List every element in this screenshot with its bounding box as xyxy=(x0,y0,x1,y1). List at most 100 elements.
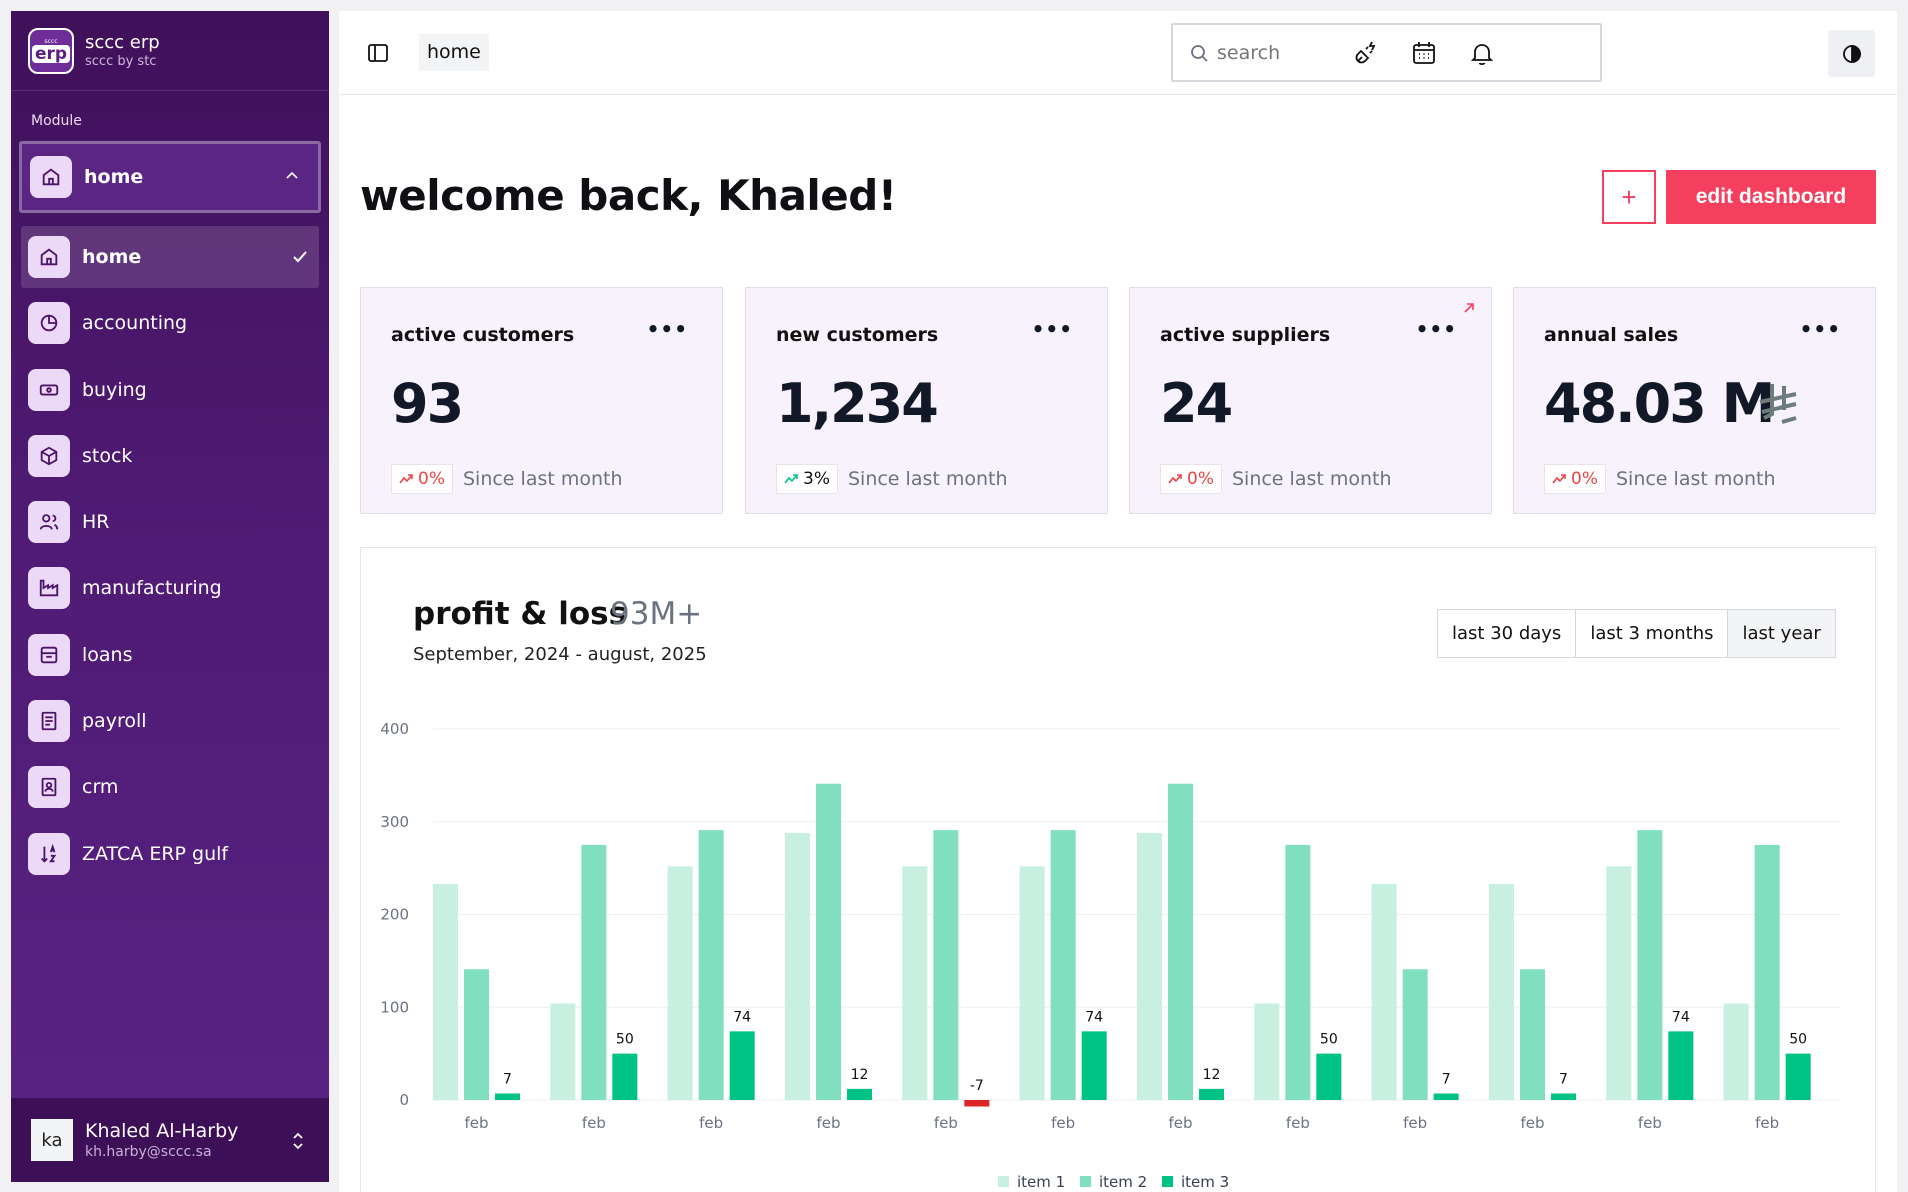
trend-icon xyxy=(399,474,413,484)
sidebar-item-zatca[interactable]: ZATCA ERP gulf xyxy=(21,823,319,885)
trend-badge: 0% xyxy=(1544,464,1606,494)
card-value: 1,234 xyxy=(776,372,939,435)
brand-subtitle: sccc by stc xyxy=(85,53,157,69)
user-menu[interactable]: ka Khaled Al-Harby kh.harby@sccc.sa xyxy=(11,1098,329,1182)
stat-card-active-suppliers[interactable]: active suppliers ••• 24 0% Since last mo… xyxy=(1129,287,1492,514)
bar-item-1 xyxy=(1019,866,1045,1100)
legend-label: item 2 xyxy=(1099,1173,1147,1191)
trend-value: 0% xyxy=(1571,469,1598,489)
legend-swatch xyxy=(1080,1176,1091,1187)
data-label: 74 xyxy=(733,1009,751,1025)
sidebar-item-label: home xyxy=(82,246,142,268)
bar-item-2 xyxy=(1168,783,1193,1100)
card-title: active suppliers xyxy=(1160,324,1331,346)
bar-item-2 xyxy=(1402,969,1428,1100)
stat-card-annual-sales[interactable]: annual sales ••• 48.03 M 0% Since last m… xyxy=(1513,287,1876,514)
bar-item-3 xyxy=(964,1100,990,1107)
filter-last-year[interactable]: last year xyxy=(1728,610,1835,657)
chevron-up-icon xyxy=(286,171,298,179)
arrow-up-right-icon[interactable] xyxy=(1461,300,1477,316)
data-label: -7 xyxy=(970,1078,984,1094)
data-label: 12 xyxy=(851,1067,869,1083)
search-box[interactable] xyxy=(1171,23,1602,82)
chart-total: 93M+ xyxy=(610,596,703,632)
sidebar: sccc erp sccc erp sccc by stc Module hom… xyxy=(11,11,329,1182)
stat-card-active-customers[interactable]: active customers ••• 93 0% Since last mo… xyxy=(360,287,723,514)
receipt-icon xyxy=(28,700,70,743)
sidebar-toggle-icon[interactable] xyxy=(367,42,389,64)
search-input[interactable] xyxy=(1217,41,1597,64)
theme-toggle-button[interactable] xyxy=(1828,30,1875,77)
check-icon xyxy=(293,251,307,263)
data-label: 12 xyxy=(1203,1067,1221,1083)
bar-item-3 xyxy=(1199,1088,1224,1100)
more-icon[interactable]: ••• xyxy=(1415,317,1457,341)
bar-item-2 xyxy=(1637,830,1663,1100)
legend-swatch xyxy=(1162,1176,1173,1187)
data-label: 7 xyxy=(503,1072,512,1088)
sidebar-item-stock[interactable]: stock xyxy=(21,425,319,487)
data-label: 7 xyxy=(1442,1072,1451,1088)
since-label: Since last month xyxy=(847,468,1008,490)
profit-loss-panel: profit & loss 93M+ September, 2024 - aug… xyxy=(360,547,1876,1192)
sidebar-item-loans[interactable]: loans xyxy=(21,624,319,686)
add-widget-button[interactable]: + xyxy=(1602,170,1656,224)
trend-value: 0% xyxy=(1187,469,1214,489)
home-icon xyxy=(30,156,72,198)
brand[interactable]: sccc erp sccc erp sccc by stc xyxy=(11,11,329,91)
bar-item-2 xyxy=(1285,844,1311,1100)
trend-icon xyxy=(1552,474,1566,484)
module-select[interactable]: home xyxy=(19,141,321,213)
calendar-icon[interactable] xyxy=(1410,39,1438,67)
bell-icon[interactable] xyxy=(1468,39,1496,67)
data-label: 7 xyxy=(1559,1072,1568,1088)
bar-item-1 xyxy=(1723,1003,1749,1100)
more-icon[interactable]: ••• xyxy=(1031,317,1073,341)
sidebar-nav: home accounting buying stock HR xyxy=(11,226,329,885)
x-tick-label: feb xyxy=(464,1114,488,1132)
data-label: 50 xyxy=(616,1032,634,1048)
bar-item-3 xyxy=(1316,1053,1342,1100)
profit-loss-chart: 0 100 200 300 400 7 feb 50 feb 74 feb 12 feb -7 feb 74 f… xyxy=(380,720,1841,1191)
package-icon xyxy=(28,434,70,477)
sidebar-item-payroll[interactable]: payroll xyxy=(21,690,319,752)
x-tick-label: feb xyxy=(816,1114,840,1132)
bar-item-3 xyxy=(612,1053,638,1100)
brand-logo-big: erp xyxy=(31,45,71,63)
trend-value: 3% xyxy=(803,469,830,489)
more-icon[interactable]: ••• xyxy=(1799,317,1841,341)
x-tick-label: feb xyxy=(582,1114,606,1132)
filter-last-3-months[interactable]: last 3 months xyxy=(1576,610,1729,657)
plug-icon[interactable] xyxy=(1352,39,1380,67)
sidebar-item-crm[interactable]: crm xyxy=(21,756,319,818)
card-title: active customers xyxy=(391,324,575,346)
y-tick-label: 300 xyxy=(380,813,409,831)
bar-item-1 xyxy=(550,1003,576,1100)
sidebar-item-manufacturing[interactable]: manufacturing xyxy=(21,557,319,619)
sidebar-item-label: accounting xyxy=(82,312,188,335)
more-icon[interactable]: ••• xyxy=(646,317,688,341)
sidebar-item-accounting[interactable]: accounting xyxy=(21,292,319,354)
sidebar-item-hr[interactable]: HR xyxy=(21,491,319,553)
banknote-icon xyxy=(28,368,70,411)
stat-card-new-customers[interactable]: new customers ••• 1,234 3% Since last mo… xyxy=(745,287,1108,514)
sidebar-item-label: manufacturing xyxy=(82,577,222,600)
factory-icon xyxy=(28,567,70,610)
breadcrumb[interactable]: home xyxy=(419,34,489,71)
brand-name: sccc erp xyxy=(85,31,160,53)
card-value: 93 xyxy=(391,372,464,435)
user-email: kh.harby@sccc.sa xyxy=(85,1144,212,1160)
home-icon xyxy=(28,236,70,278)
bar-item-1 xyxy=(1606,866,1632,1100)
bar-item-3 xyxy=(729,1031,755,1100)
bar-item-3 xyxy=(495,1093,520,1100)
data-label: 50 xyxy=(1320,1032,1338,1048)
bar-item-1 xyxy=(1489,883,1514,1100)
edit-dashboard-button[interactable]: edit dashboard xyxy=(1666,170,1876,224)
data-label: 50 xyxy=(1789,1032,1807,1048)
sidebar-item-home[interactable]: home xyxy=(21,226,319,288)
sidebar-item-buying[interactable]: buying xyxy=(21,359,319,421)
trend-badge: 0% xyxy=(391,464,453,494)
filter-last-30-days[interactable]: last 30 days xyxy=(1438,610,1577,657)
trend-value: 0% xyxy=(418,469,445,489)
